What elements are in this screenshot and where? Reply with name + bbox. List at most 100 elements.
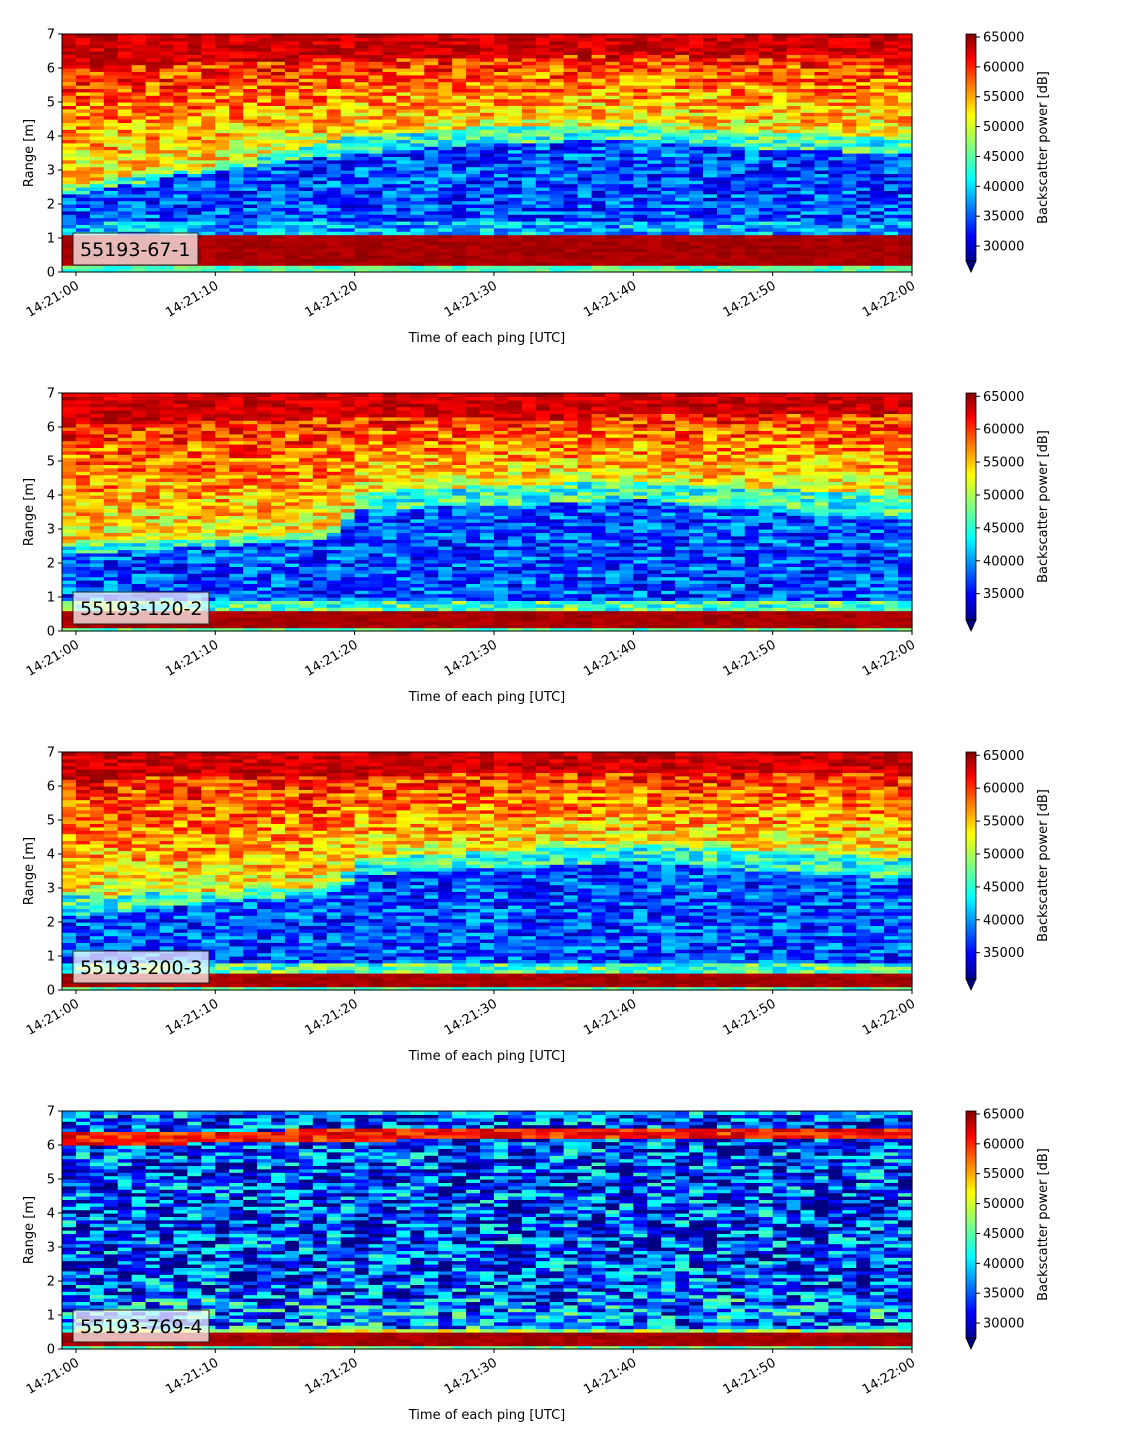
heatmap-cell [62, 125, 77, 130]
heatmap-cell [535, 166, 551, 171]
heatmap-cell [521, 159, 537, 164]
heatmap-cell [75, 265, 91, 270]
heatmap-cell [661, 251, 676, 256]
heatmap-cell [215, 102, 230, 106]
heatmap-cell [326, 248, 342, 253]
heatmap-cell [424, 166, 439, 171]
heatmap-cell [605, 234, 620, 239]
heatmap-cell [354, 258, 370, 263]
heatmap-cell [535, 251, 551, 256]
heatmap-cell [549, 210, 565, 215]
heatmap-cell [62, 78, 77, 83]
heatmap-cell [438, 159, 453, 164]
heatmap-cell [117, 136, 133, 140]
heatmap-cell [201, 34, 216, 38]
heatmap-cell [173, 227, 189, 232]
heatmap-cell [284, 183, 300, 188]
heatmap-cell [354, 44, 370, 49]
heatmap-cell [744, 217, 760, 222]
heatmap-cell [675, 265, 690, 270]
heatmap-cell [312, 231, 328, 236]
heatmap-cell [284, 207, 300, 212]
heatmap-cell [229, 149, 244, 154]
heatmap-cell [549, 200, 565, 205]
heatmap-cell [800, 217, 816, 222]
heatmap-cell [243, 112, 258, 117]
heatmap-cell [382, 187, 398, 191]
heatmap-cell [131, 139, 147, 144]
heatmap-cell [257, 166, 272, 171]
heatmap-cell [62, 132, 77, 137]
heatmap-cell [145, 98, 161, 103]
heatmap-cell [466, 234, 481, 239]
heatmap-cell [312, 95, 328, 100]
heatmap-cell [201, 244, 216, 249]
heatmap-cell [507, 166, 523, 171]
heatmap-cell [661, 244, 676, 249]
heatmap-cell [549, 193, 565, 198]
heatmap-cell [117, 471, 133, 476]
heatmap-cell [647, 132, 662, 137]
heatmap-cell [284, 265, 300, 270]
heatmap-cell [117, 437, 133, 442]
heatmap-cell [382, 166, 398, 171]
heatmap-cell [89, 47, 105, 52]
heatmap-cell [493, 176, 509, 181]
heatmap-cell [229, 170, 244, 174]
heatmap-cell [507, 265, 523, 270]
heatmap-cell [507, 210, 523, 215]
heatmap-cell [884, 142, 899, 147]
heatmap-cell [410, 139, 425, 144]
heatmap-cell [382, 248, 398, 253]
heatmap-cell [201, 268, 216, 273]
heatmap-cell [145, 488, 161, 493]
heatmap-cell [187, 47, 202, 52]
heatmap-cell [187, 108, 202, 113]
heatmap-cell [201, 197, 216, 202]
heatmap-cell [452, 159, 467, 164]
heatmap-cell [117, 265, 133, 270]
heatmap-cell [466, 251, 481, 256]
heatmap-cell [716, 176, 732, 181]
heatmap-cell [800, 193, 816, 198]
heatmap-cell [326, 238, 342, 242]
heatmap-cell [424, 156, 439, 161]
heatmap-cell [340, 119, 356, 123]
heatmap-cell [173, 210, 189, 215]
heatmap-cell [117, 153, 133, 157]
heatmap-cell [786, 244, 802, 249]
heatmap-cell [368, 108, 384, 113]
heatmap-cell [62, 231, 77, 236]
heatmap-cell [591, 200, 607, 205]
heatmap-cell [89, 176, 105, 181]
heatmap-cell [410, 57, 425, 62]
heatmap-cell [131, 112, 147, 117]
heatmap-cell [62, 95, 77, 100]
heatmap-cell [75, 224, 91, 229]
heatmap-cell [424, 261, 439, 266]
heatmap-cell [62, 122, 77, 127]
heatmap-cell [201, 214, 216, 219]
heatmap-cell [117, 115, 133, 120]
heatmap-cell [675, 183, 690, 188]
heatmap-cell [215, 217, 230, 222]
heatmap-cell [145, 95, 161, 100]
colorbar: 3000035000400004500050000550006000065000… [965, 30, 1051, 273]
heatmap-cell [340, 234, 356, 239]
heatmap-cell [117, 197, 133, 202]
heatmap-cell [563, 265, 579, 270]
heatmap-cell [884, 234, 899, 239]
heatmap-cell [856, 149, 871, 154]
heatmap-cell [229, 268, 244, 273]
heatmap-cell [131, 207, 147, 212]
heatmap-cell [368, 258, 384, 263]
heatmap-cell [396, 214, 411, 219]
heatmap-cell [284, 122, 300, 127]
heatmap-cell [842, 244, 857, 249]
heatmap-cell [131, 454, 147, 459]
heatmap-cell [702, 217, 718, 222]
heatmap-cell [173, 54, 189, 59]
heatmap-cell [633, 159, 648, 164]
y-tick-label: 3 [47, 164, 55, 179]
heatmap-cell [424, 153, 439, 157]
